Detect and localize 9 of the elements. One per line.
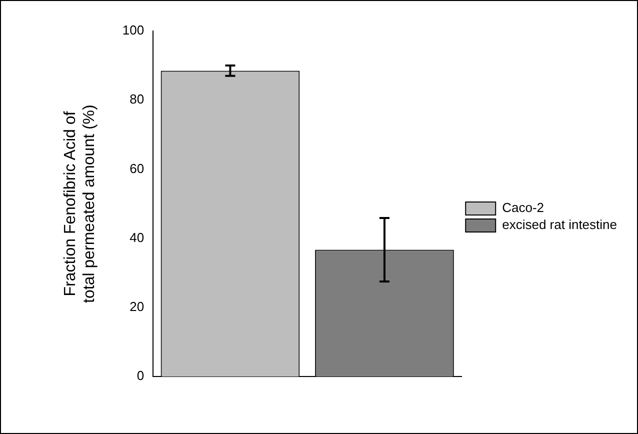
y-tick-label: 80	[130, 92, 144, 107]
y-tick-label: 0	[136, 368, 144, 384]
y-tick-label: 60	[130, 160, 144, 176]
y-tick-label: 20	[130, 299, 144, 314]
legend-label: excised rat intestine	[502, 217, 618, 232]
y-tick-label: 100	[122, 22, 144, 38]
legend-label: Caco-2	[502, 200, 544, 216]
y-tick-label: 40	[130, 230, 144, 245]
y-axis-title: Fraction Fenofibric Acid of total permeated amount (%)	[62, 104, 98, 303]
